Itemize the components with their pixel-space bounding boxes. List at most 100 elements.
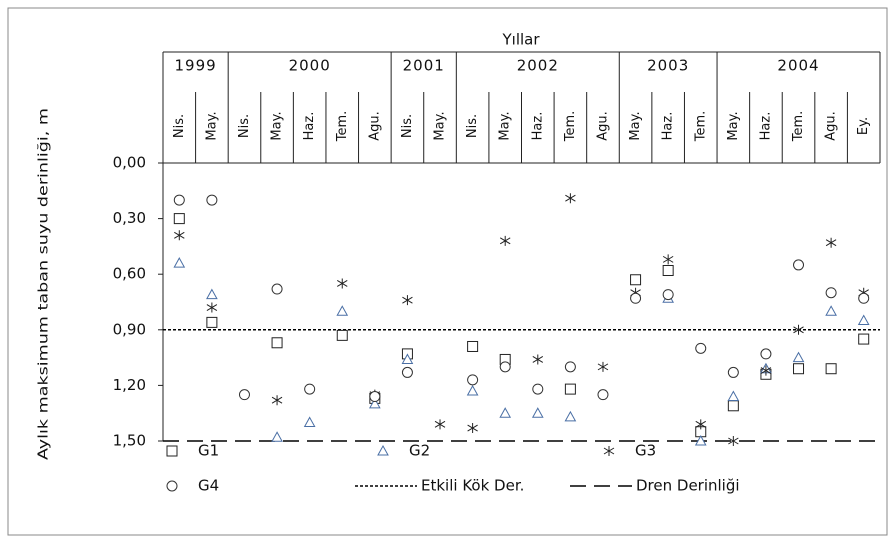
month-label: Agu. bbox=[367, 111, 382, 141]
point bbox=[467, 340, 479, 352]
point bbox=[467, 374, 479, 386]
point bbox=[271, 283, 283, 295]
point bbox=[401, 366, 413, 378]
y-tick-label: 0,30 bbox=[113, 209, 146, 227]
point bbox=[793, 363, 805, 375]
point bbox=[173, 194, 185, 206]
month-label: May. bbox=[628, 111, 643, 140]
point bbox=[727, 400, 739, 412]
point bbox=[727, 366, 739, 378]
point bbox=[662, 264, 674, 276]
point bbox=[336, 278, 348, 289]
month-label: Agu. bbox=[595, 111, 610, 141]
point bbox=[206, 316, 218, 328]
legend-label: Dren Derinliği bbox=[636, 477, 740, 495]
point bbox=[793, 324, 804, 335]
point bbox=[858, 292, 870, 304]
month-label: Agu. bbox=[824, 111, 839, 141]
point bbox=[695, 342, 707, 354]
point bbox=[597, 361, 609, 372]
point bbox=[271, 337, 283, 349]
month-label: Nis. bbox=[465, 114, 480, 138]
month-label: May. bbox=[204, 111, 219, 140]
y-tick-label: 0,90 bbox=[113, 320, 146, 338]
point bbox=[271, 395, 283, 406]
year-label: 2002 bbox=[517, 57, 559, 75]
point bbox=[825, 363, 837, 375]
month-label: Ey. bbox=[856, 117, 871, 135]
point bbox=[532, 383, 544, 395]
legend-label: Etkili Kök Der. bbox=[421, 477, 524, 495]
point bbox=[206, 288, 218, 300]
point bbox=[402, 295, 413, 306]
legend-label: G4 bbox=[198, 477, 219, 495]
y-tick-label: 1,50 bbox=[113, 432, 146, 450]
year-label: 2003 bbox=[647, 57, 689, 75]
point bbox=[564, 410, 577, 422]
point bbox=[532, 354, 544, 365]
point bbox=[304, 383, 316, 395]
point bbox=[467, 423, 478, 434]
y-tick-label: 0,00 bbox=[113, 154, 146, 172]
point bbox=[565, 193, 576, 204]
point bbox=[857, 314, 870, 326]
point bbox=[564, 383, 576, 395]
y-tick-label: 0,60 bbox=[113, 265, 146, 283]
point bbox=[336, 329, 348, 341]
point bbox=[173, 257, 186, 268]
point bbox=[630, 274, 642, 286]
point bbox=[760, 348, 772, 360]
year-label: 2001 bbox=[403, 57, 445, 75]
point bbox=[238, 389, 250, 401]
point bbox=[695, 419, 707, 430]
month-label: Haz. bbox=[530, 112, 545, 141]
month-label: Nis. bbox=[400, 114, 415, 138]
legend-marker bbox=[166, 445, 178, 457]
legend-marker bbox=[377, 444, 389, 456]
point bbox=[206, 194, 218, 206]
legend-marker bbox=[166, 480, 178, 492]
legend-marker bbox=[603, 446, 615, 456]
point bbox=[499, 407, 512, 418]
point bbox=[694, 434, 707, 446]
point bbox=[173, 213, 185, 225]
point bbox=[792, 351, 805, 363]
month-label: May. bbox=[433, 111, 448, 140]
point bbox=[368, 397, 381, 409]
point bbox=[271, 431, 283, 442]
point bbox=[564, 361, 576, 373]
point bbox=[369, 391, 381, 403]
year-label: 1999 bbox=[174, 57, 216, 75]
point bbox=[825, 305, 837, 316]
month-label: Haz. bbox=[758, 112, 773, 141]
month-label: Tem. bbox=[791, 111, 806, 143]
legend-label: G3 bbox=[635, 442, 656, 460]
point bbox=[825, 287, 837, 299]
month-label: May. bbox=[498, 111, 513, 140]
month-label: Haz. bbox=[661, 112, 676, 141]
point bbox=[531, 407, 544, 418]
month-label: May. bbox=[726, 111, 741, 140]
point bbox=[662, 289, 674, 301]
point bbox=[206, 302, 218, 313]
point bbox=[728, 436, 739, 446]
legend-label: G2 bbox=[409, 442, 430, 460]
point bbox=[174, 230, 185, 241]
month-label: Tem. bbox=[693, 111, 708, 143]
point bbox=[499, 235, 511, 246]
point bbox=[434, 419, 446, 430]
month-label: Tem. bbox=[563, 111, 578, 143]
point bbox=[466, 384, 479, 396]
point bbox=[662, 254, 674, 265]
point bbox=[597, 389, 609, 401]
point bbox=[630, 292, 642, 304]
month-label: May. bbox=[270, 111, 285, 140]
month-label: Tem. bbox=[335, 111, 350, 143]
point bbox=[760, 365, 772, 376]
point bbox=[727, 390, 740, 402]
point bbox=[858, 333, 870, 345]
point bbox=[499, 361, 511, 373]
point bbox=[793, 259, 805, 271]
y-tick-label: 1,20 bbox=[113, 376, 146, 394]
